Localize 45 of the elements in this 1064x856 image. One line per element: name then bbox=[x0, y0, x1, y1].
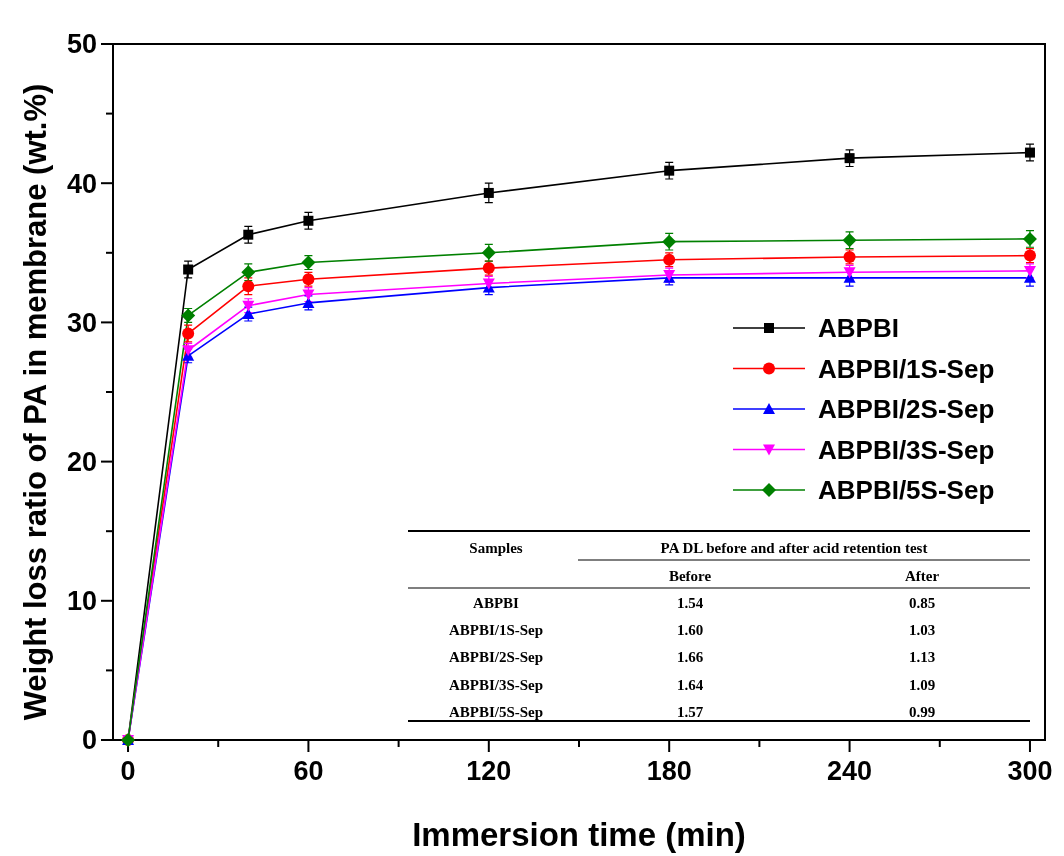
point bbox=[243, 229, 254, 240]
y-tick-label: 10 bbox=[66, 586, 97, 617]
annotation: Before bbox=[668, 568, 712, 584]
y-axis-title: Weight loss ratio of PA in membrane (wt.%) bbox=[18, 83, 53, 721]
y-tick-label: 0 bbox=[81, 725, 97, 756]
x-tick-label: 180 bbox=[646, 756, 692, 786]
annotation: After bbox=[904, 568, 940, 584]
annotation: 0.99 bbox=[908, 703, 936, 720]
x-tick-label: 60 bbox=[293, 756, 324, 786]
point bbox=[483, 187, 494, 198]
x-tick-label: 0 bbox=[120, 756, 136, 786]
x-tick-label: 120 bbox=[466, 756, 512, 786]
annotation: ABPBI/2S-Sep bbox=[448, 649, 544, 666]
legend-label: ABPBI/3S-Sep bbox=[818, 434, 995, 465]
annotation: 1.57 bbox=[676, 703, 704, 720]
annotation: 1.03 bbox=[908, 622, 936, 639]
y-tick-label: 30 bbox=[66, 307, 97, 338]
x-tick-label: 300 bbox=[1007, 756, 1053, 786]
annotation: 1.13 bbox=[908, 649, 936, 666]
annotation: 1.54 bbox=[676, 595, 704, 611]
y-tick-label: 40 bbox=[66, 168, 97, 199]
annotation: 1.64 bbox=[676, 676, 704, 693]
x-tick-label: 240 bbox=[827, 756, 873, 786]
x-axis-title: Immersion time (min) bbox=[412, 816, 746, 853]
annotation: 1.66 bbox=[676, 649, 704, 666]
annotation: ABPBI/1S-Sep bbox=[448, 622, 544, 639]
annotation: ABPBI/3S-Sep bbox=[448, 676, 544, 693]
point bbox=[183, 264, 194, 275]
annotation: 1.60 bbox=[676, 622, 704, 639]
annotation: 0.85 bbox=[908, 595, 936, 611]
point bbox=[303, 215, 314, 226]
y-tick-label: 20 bbox=[66, 447, 97, 478]
point bbox=[1024, 147, 1035, 158]
point bbox=[844, 153, 855, 164]
annotation: PA DL before and after acid retention test bbox=[660, 540, 928, 556]
legend-label: ABPBI/1S-Sep bbox=[818, 353, 995, 384]
legend-label: ABPBI/5S-Sep bbox=[818, 475, 995, 506]
annotation: Samples bbox=[469, 540, 523, 556]
legend-label: ABPBI/2S-Sep bbox=[818, 394, 995, 425]
legend-label: ABPBI bbox=[818, 313, 899, 344]
point bbox=[664, 165, 675, 176]
annotation: ABPBI/5S-Sep bbox=[448, 703, 544, 720]
y-tick-label: 50 bbox=[66, 29, 97, 60]
annotation: ABPBI bbox=[473, 595, 520, 611]
annotation: 1.09 bbox=[908, 676, 936, 693]
